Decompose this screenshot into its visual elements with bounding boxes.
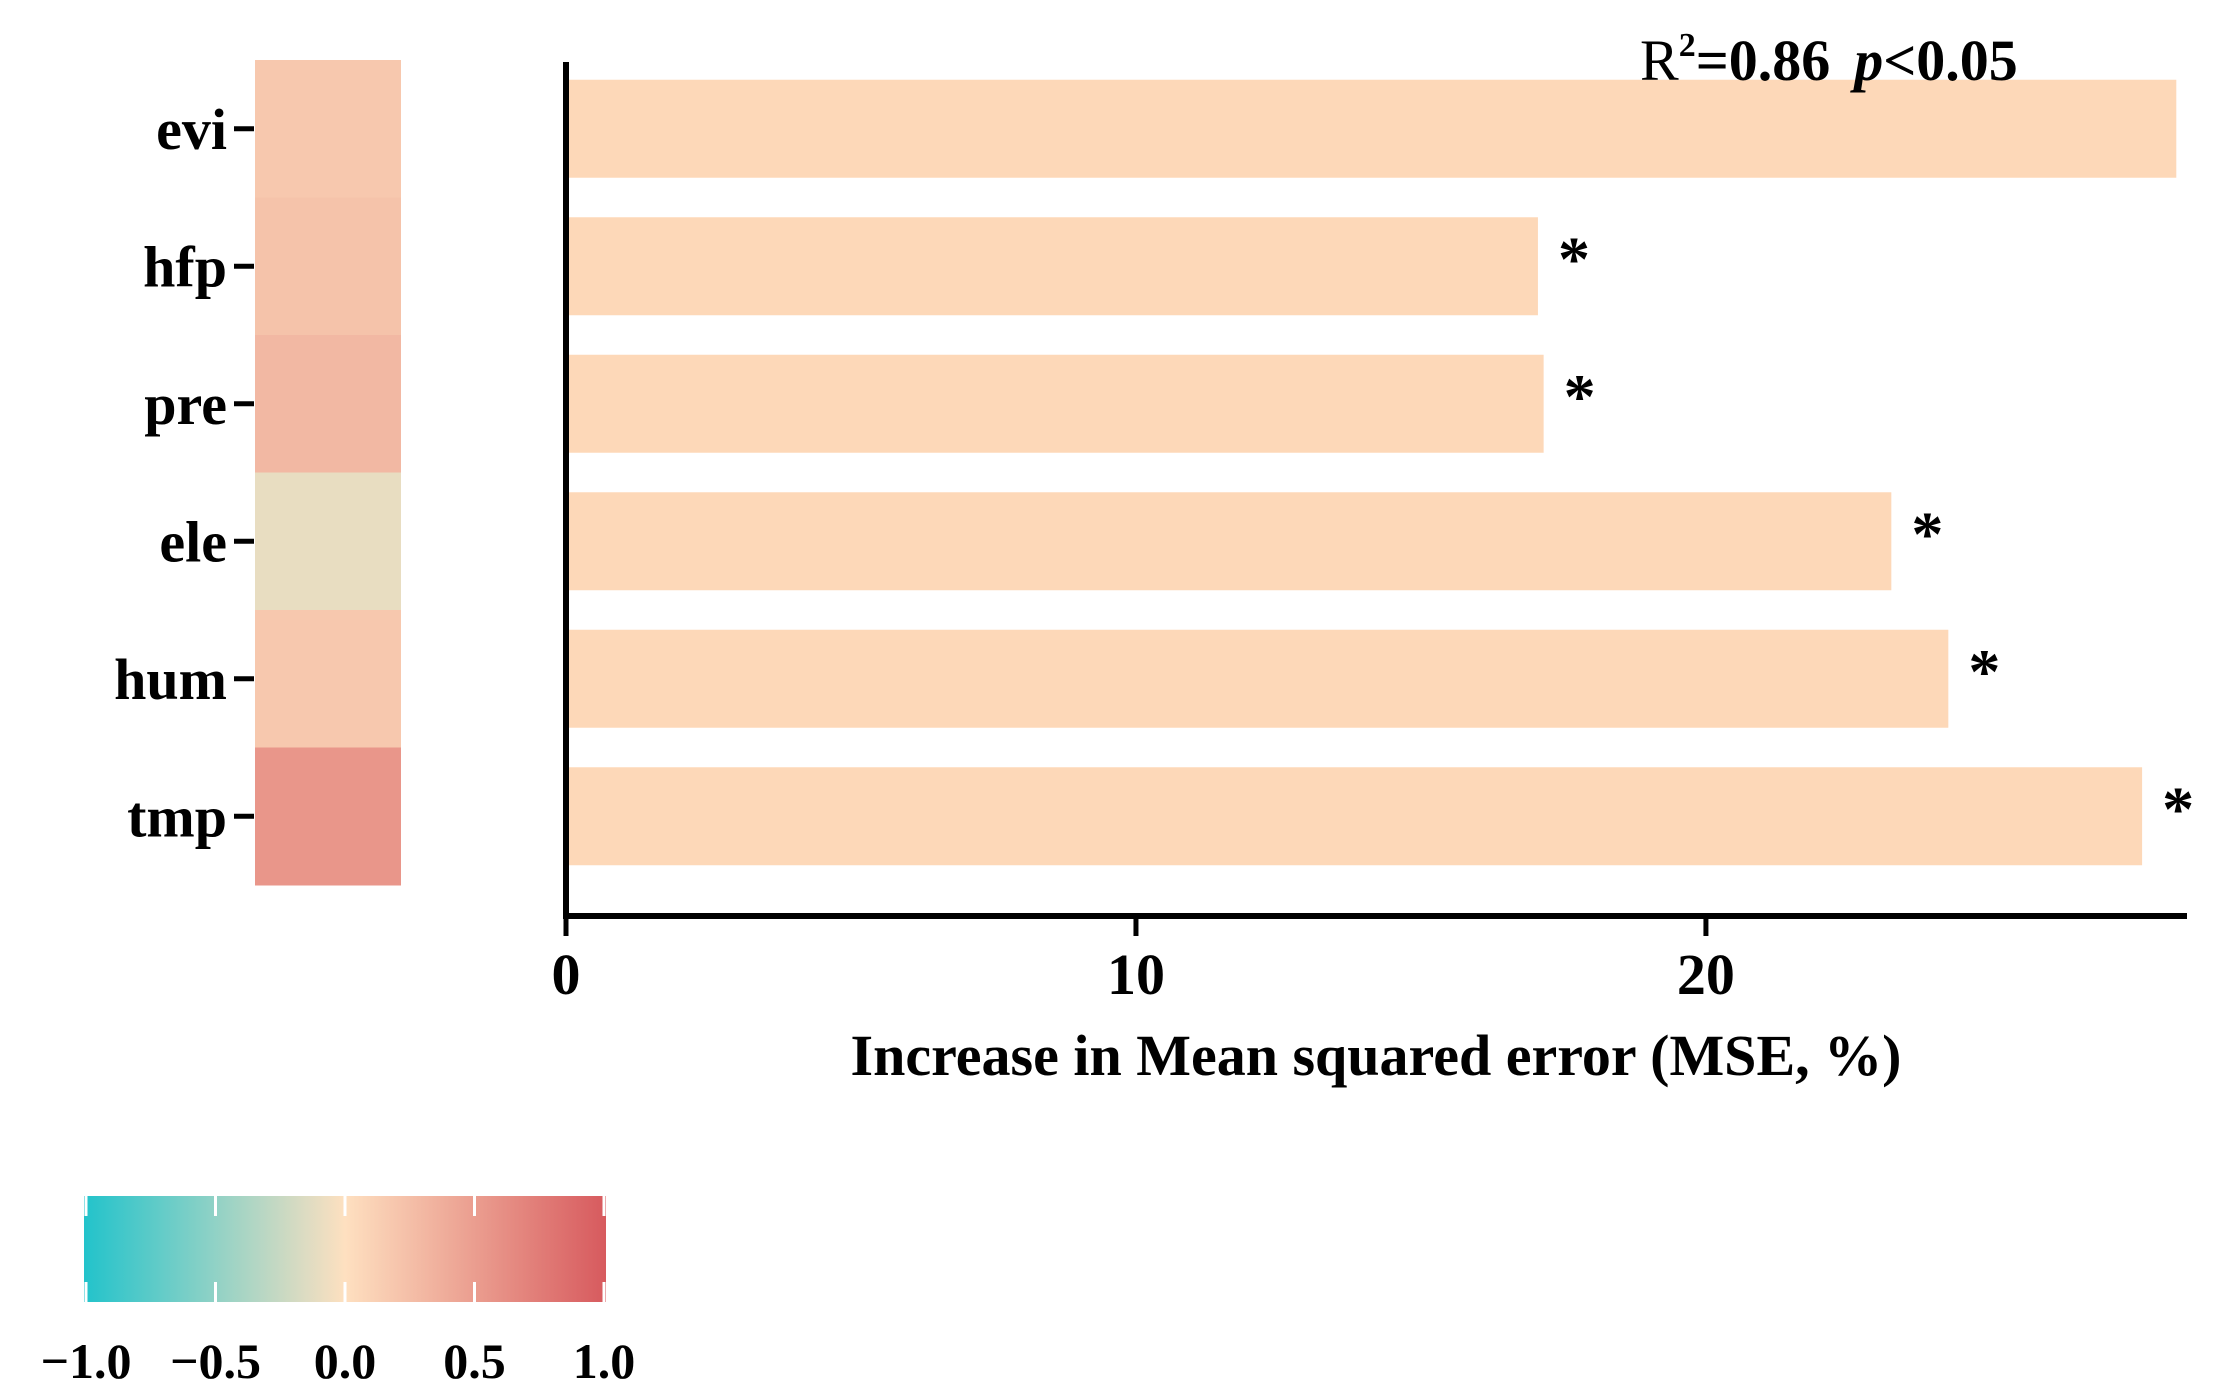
fit-annotation: R2=0.86 p<0.05 — [1640, 27, 2018, 93]
significance-star-ele: * — [1911, 498, 1943, 569]
bar-hum — [569, 629, 1949, 728]
x-tick-label-10: 10 — [1107, 942, 1165, 1007]
x-tick-label-20: 20 — [1677, 942, 1735, 1007]
y-tick-label-evi: evi — [156, 97, 227, 162]
colorbar-tick-labels: −1.0 −0.5 0.0 0.5 1.0 — [41, 1333, 636, 1389]
p-value: <0.05 — [1883, 28, 2018, 93]
significance-star-hfp: * — [1558, 223, 1590, 294]
colorbar-label-0: −1.0 — [41, 1333, 132, 1389]
x-tick-label-0: 0 — [552, 942, 581, 1007]
colorbar-label-2: 0.0 — [314, 1333, 377, 1389]
heatmap-cell-pre — [255, 335, 401, 473]
significance-star-tmp: * — [2162, 773, 2194, 844]
bar-evi — [569, 79, 2177, 178]
colorbar-label-4: 1.0 — [573, 1333, 636, 1389]
colorbar-label-3: 0.5 — [443, 1333, 506, 1389]
heatmap-cell-hum — [255, 610, 401, 748]
colorbar-tick-marks — [84, 1196, 606, 1302]
bar-tmp — [569, 767, 2143, 866]
bar-hfp — [569, 217, 1538, 316]
bar-pre — [569, 354, 1544, 453]
significance-star-hum: * — [1968, 636, 2000, 707]
r-squared-value: =0.86 — [1696, 28, 1831, 93]
y-axis-labels: evi hfp pre ele hum tmp — [114, 97, 254, 849]
x-axis-ticks: 0 10 20 — [552, 916, 1735, 1007]
r-squared-label: R — [1640, 28, 1679, 93]
significance-star-pre: * — [1564, 361, 1596, 432]
y-tick-label-ele: ele — [159, 509, 227, 574]
bar-series — [569, 79, 2177, 866]
bar-ele — [569, 492, 1892, 591]
significance-markers: * * * * * — [1558, 223, 2194, 844]
x-axis-title: Increase in Mean squared error (MSE, %) — [851, 1023, 1902, 1088]
y-tick-label-hfp: hfp — [143, 234, 227, 299]
r-squared-superscript: 2 — [1679, 27, 1696, 64]
heatmap-cell-tmp — [255, 747, 401, 886]
y-tick-label-pre: pre — [144, 372, 227, 437]
p-label: p — [1849, 28, 1883, 93]
colorbar-label-1: −0.5 — [170, 1333, 261, 1389]
heatmap-cell-ele — [255, 472, 401, 611]
heatmap-cell-hfp — [255, 197, 401, 336]
y-tick-label-tmp: tmp — [127, 784, 227, 849]
y-tick-label-hum: hum — [114, 647, 227, 712]
colorbar-legend: −1.0 −0.5 0.0 0.5 1.0 — [41, 1196, 636, 1389]
correlation-heatmap — [255, 60, 401, 886]
heatmap-cell-evi — [255, 60, 401, 198]
